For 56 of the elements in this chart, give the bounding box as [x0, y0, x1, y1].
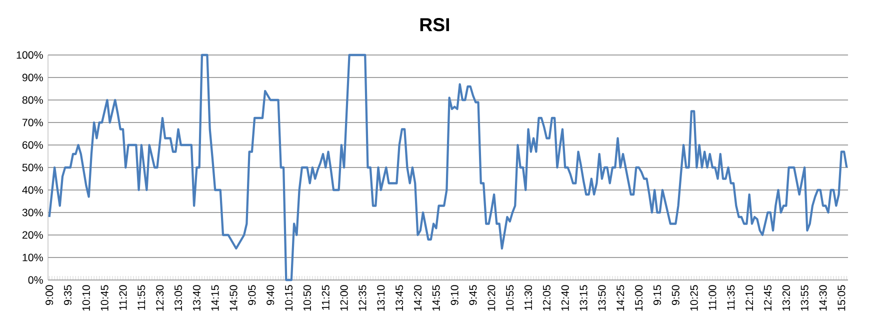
x-tick-label: 9:05 — [248, 285, 256, 305]
x-tick-label: 10:25 — [690, 285, 698, 311]
x-tick-label: 11:25 — [322, 285, 330, 310]
y-tick-label: 70% — [22, 118, 43, 126]
y-tick-label: 0% — [28, 276, 43, 284]
x-tick-label: 12:45 — [764, 285, 772, 311]
x-tick-label: 11:35 — [727, 285, 735, 310]
x-tick-label: 13:20 — [782, 285, 790, 311]
x-tick-label: 13:45 — [396, 285, 404, 311]
x-tick-label: 14:50 — [230, 285, 238, 311]
y-tick-label: 80% — [22, 96, 43, 104]
x-tick-label: 13:15 — [580, 285, 588, 311]
x-tick-label: 12:00 — [340, 285, 348, 311]
x-tick-label: 11:00 — [708, 285, 716, 310]
x-tick-label: 9:35 — [64, 285, 72, 305]
chart-title: RSI — [420, 18, 449, 32]
x-tick-label: 14:20 — [414, 285, 422, 311]
y-tick-label: 10% — [22, 254, 43, 262]
x-tick-label: 13:40 — [192, 285, 200, 311]
x-tick-label: 10:10 — [82, 285, 90, 311]
x-tick-label: 9:10 — [450, 285, 458, 305]
x-tick-label: 9:40 — [266, 285, 274, 305]
x-tick-label: 12:35 — [358, 285, 366, 311]
x-tick-label: 13:55 — [800, 285, 808, 311]
x-tick-label: 9:15 — [653, 285, 661, 305]
x-tick-label: 15:05 — [838, 285, 846, 311]
x-tick-label: 12:30 — [156, 285, 164, 311]
x-tick-label: 9:00 — [46, 285, 54, 305]
x-tick-label: 10:45 — [100, 285, 108, 311]
x-tick-label: 15:00 — [635, 285, 643, 311]
y-tick-label: 90% — [22, 74, 43, 82]
y-tick-label: 50% — [22, 164, 43, 172]
x-tick-label: 13:05 — [174, 285, 182, 311]
y-tick-label: 30% — [22, 208, 43, 216]
x-tick-label: 12:10 — [746, 285, 754, 311]
x-tick-label: 9:45 — [469, 285, 477, 305]
x-tick-label: 14:15 — [211, 285, 219, 311]
x-tick-label: 11:30 — [524, 285, 532, 310]
x-tick-label: 14:55 — [432, 285, 440, 311]
x-tick-label: 12:05 — [542, 285, 550, 311]
x-tick-label: 13:10 — [377, 285, 385, 311]
x-tick-label: 12:40 — [561, 285, 569, 311]
x-tick-label: 9:50 — [672, 285, 680, 305]
x-tick-label: 13:50 — [598, 285, 606, 311]
y-tick-label: 100% — [16, 51, 43, 59]
y-tick-label: 60% — [22, 141, 43, 149]
x-tick-label: 14:30 — [819, 285, 827, 311]
x-tick-label: 10:20 — [488, 285, 496, 311]
x-tick-label: 10:50 — [303, 285, 311, 311]
y-tick-label: 40% — [22, 186, 43, 194]
y-tick-label: 20% — [22, 231, 43, 239]
x-tick-label: 10:15 — [285, 285, 293, 311]
x-tick-label: 10:55 — [506, 285, 514, 311]
x-tick-label: 11:55 — [138, 285, 146, 310]
x-tick-label: 14:25 — [616, 285, 624, 311]
x-tick-label: 11:20 — [119, 285, 127, 310]
